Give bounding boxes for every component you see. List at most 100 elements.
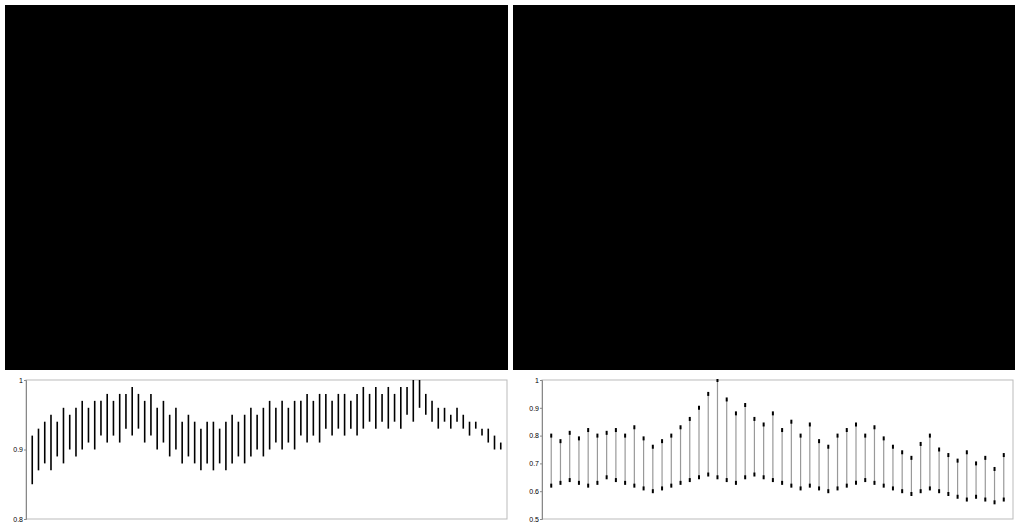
range-bar	[444, 408, 446, 422]
range-bar	[837, 436, 838, 489]
y-tick: 0.6	[529, 488, 542, 495]
range-cap-low	[643, 486, 645, 490]
y-tick: 0.9	[529, 405, 542, 412]
range-cap-low	[994, 500, 996, 504]
range-cap-low	[550, 484, 552, 488]
range-bar	[319, 394, 321, 443]
range-cap-high	[984, 456, 986, 460]
range-bar	[634, 427, 635, 485]
range-bar	[306, 394, 308, 443]
range-cap-high	[661, 439, 663, 443]
range-bar	[300, 401, 302, 436]
y-tick: 0.7	[529, 460, 542, 467]
range-bar	[431, 401, 433, 422]
range-bar	[1003, 455, 1004, 499]
range-bar	[456, 408, 458, 422]
range-cap-high	[827, 445, 829, 449]
y-tick: 0.8	[13, 516, 26, 523]
marks	[551, 379, 1004, 504]
y-tick-label: 1	[19, 377, 23, 384]
range-bar	[689, 419, 690, 480]
range-bar	[356, 394, 358, 436]
range-bar	[119, 394, 121, 443]
range-cap-high	[578, 436, 580, 440]
range-bar	[188, 415, 190, 457]
figure: 0.80.910.50.60.70.80.91	[0, 0, 1020, 528]
range-bar	[106, 394, 108, 443]
range-bar	[828, 447, 829, 491]
range-cap-low	[726, 478, 728, 482]
range-cap-high	[855, 422, 857, 426]
range-cap-high	[800, 434, 802, 438]
range-cap-high	[1003, 453, 1005, 457]
range-bar	[994, 469, 995, 502]
range-bar	[569, 433, 570, 480]
range-cap-high	[772, 411, 774, 415]
range-bar	[156, 408, 158, 450]
range-cap-low	[818, 486, 820, 490]
range-cap-low	[864, 478, 866, 482]
range-cap-high	[670, 434, 672, 438]
range-bar	[56, 422, 58, 457]
y-tick-mark	[540, 380, 542, 381]
range-bar	[244, 415, 246, 464]
range-bar	[231, 415, 233, 464]
y-tick: 1	[535, 377, 542, 384]
range-cap-high	[781, 428, 783, 432]
range-cap-low	[763, 475, 765, 479]
range-bar	[381, 394, 383, 422]
range-bar	[194, 422, 196, 464]
chart: 0.50.60.70.80.91	[529, 377, 1013, 523]
range-cap-low	[873, 481, 875, 485]
range-cap-low	[975, 495, 977, 499]
y-tick-label: 0.6	[529, 488, 539, 495]
y-tick-label: 0.9	[529, 405, 539, 412]
range-bar	[81, 401, 83, 450]
range-cap-high	[707, 392, 709, 396]
range-cap-low	[1003, 498, 1005, 502]
range-bar	[883, 438, 884, 485]
range-cap-high	[864, 434, 866, 438]
range-cap-low	[929, 486, 931, 490]
range-cap-low	[809, 484, 811, 488]
range-cap-high	[689, 417, 691, 421]
range-bar	[44, 422, 46, 464]
range-cap-high	[873, 425, 875, 429]
y-tick-mark	[540, 463, 542, 464]
range-bar	[578, 438, 579, 482]
range-bar	[100, 401, 102, 436]
y-tick: 0.5	[529, 516, 542, 523]
range-bar	[763, 424, 764, 477]
range-bar	[966, 452, 967, 499]
range-bar	[494, 436, 496, 450]
range-cap-low	[883, 484, 885, 488]
range-bar	[275, 408, 277, 443]
range-bar	[680, 427, 681, 483]
range-bar	[88, 408, 90, 443]
y-tick-label: 1	[535, 377, 539, 384]
range-cap-low	[855, 481, 857, 485]
range-bar	[94, 401, 96, 450]
y-axis-line	[24, 381, 27, 520]
range-cap-low	[633, 484, 635, 488]
range-cap-high	[596, 434, 598, 438]
range-cap-high	[957, 459, 959, 463]
range-bar	[75, 408, 77, 457]
y-axis: 0.50.60.70.80.91	[529, 377, 542, 523]
range-bar	[588, 430, 589, 486]
range-cap-high	[818, 439, 820, 443]
range-cap-high	[947, 453, 949, 457]
range-bar	[957, 461, 958, 497]
range-bar	[344, 394, 346, 436]
range-bar	[338, 394, 340, 429]
marks	[32, 380, 501, 484]
range-bar	[902, 452, 903, 491]
range-cap-low	[569, 478, 571, 482]
range-bar	[375, 387, 377, 429]
range-cap-low	[680, 481, 682, 485]
range-bar	[462, 415, 464, 429]
range-bar	[150, 394, 152, 436]
range-bar	[939, 450, 940, 492]
range-bar	[671, 436, 672, 486]
range-bar	[200, 429, 202, 471]
